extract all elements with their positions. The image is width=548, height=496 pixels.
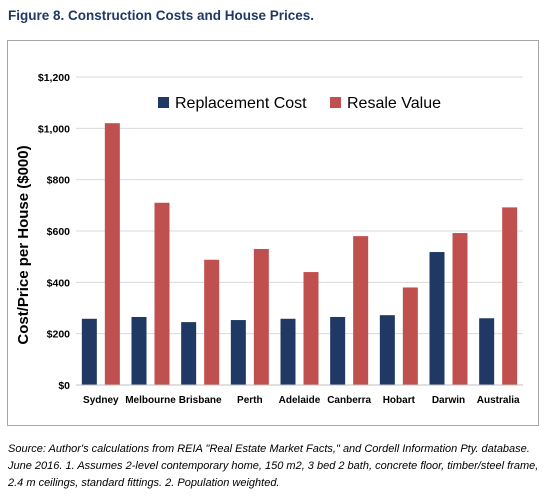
bar-resale-value-sydney bbox=[104, 123, 120, 385]
bar-replacement-cost-melbourne bbox=[131, 316, 147, 385]
y-tick-label: $800 bbox=[47, 175, 71, 187]
bar-replacement-cost-brisbane bbox=[181, 322, 197, 385]
legend-swatch bbox=[330, 97, 341, 108]
figure-title: Figure 8. Construction Costs and House P… bbox=[8, 8, 315, 23]
bar-replacement-cost-australia bbox=[479, 318, 495, 385]
bars bbox=[81, 123, 518, 385]
y-tick-label: $1,200 bbox=[38, 72, 70, 84]
bar-replacement-cost-sydney bbox=[81, 318, 97, 385]
x-tick-label: Sydney bbox=[83, 395, 119, 406]
y-tick-label: $0 bbox=[58, 380, 70, 392]
bar-resale-value-darwin bbox=[452, 233, 468, 385]
x-tick-label: Melbourne bbox=[125, 395, 176, 406]
y-tick-label: $1,000 bbox=[38, 123, 70, 135]
x-tick-label: Brisbane bbox=[179, 395, 222, 406]
legend-swatch bbox=[158, 97, 169, 108]
x-tick-label: Canberra bbox=[327, 395, 371, 406]
y-axis-label: Cost/Price per House ($000) bbox=[15, 145, 32, 344]
x-tick-label: Hobart bbox=[383, 395, 416, 406]
source-note: Source: Author's calculations from REIA … bbox=[8, 443, 539, 489]
bar-resale-value-australia bbox=[502, 207, 518, 385]
bar-chart: $0 $200 $400 $600 $800 $1,000 $1,200 Sydney Melb… bbox=[15, 72, 523, 406]
legend-label: Replacement Cost bbox=[175, 95, 307, 112]
x-tick-label: Darwin bbox=[432, 395, 465, 406]
y-tick-label: $600 bbox=[47, 226, 71, 238]
bar-resale-value-perth bbox=[253, 248, 269, 385]
x-tick-label: Perth bbox=[237, 395, 263, 406]
bar-resale-value-canberra bbox=[353, 236, 369, 385]
bar-resale-value-melbourne bbox=[154, 202, 170, 385]
bar-resale-value-hobart bbox=[402, 287, 418, 385]
chart-frame: $0 $200 $400 $600 $800 $1,000 $1,200 Sydney Melb… bbox=[7, 40, 539, 426]
gridlines bbox=[76, 76, 523, 386]
bar-replacement-cost-adelaide bbox=[280, 318, 296, 385]
bar-resale-value-brisbane bbox=[204, 259, 220, 385]
bar-replacement-cost-canberra bbox=[330, 316, 346, 385]
y-tick-label: $200 bbox=[47, 329, 71, 341]
legend-label: Resale Value bbox=[347, 95, 441, 112]
bar-replacement-cost-darwin bbox=[429, 252, 445, 385]
bar-replacement-cost-perth bbox=[230, 320, 246, 385]
bar-resale-value-adelaide bbox=[303, 272, 319, 385]
legend: Replacement Cost Resale Value bbox=[158, 95, 441, 112]
y-tick-label: $400 bbox=[47, 277, 71, 289]
axes: $0 $200 $400 $600 $800 $1,000 $1,200 Sydney Melb… bbox=[38, 72, 523, 406]
x-tick-label: Adelaide bbox=[279, 395, 321, 406]
x-tick-label: Australia bbox=[477, 395, 520, 406]
bar-replacement-cost-hobart bbox=[379, 315, 395, 385]
